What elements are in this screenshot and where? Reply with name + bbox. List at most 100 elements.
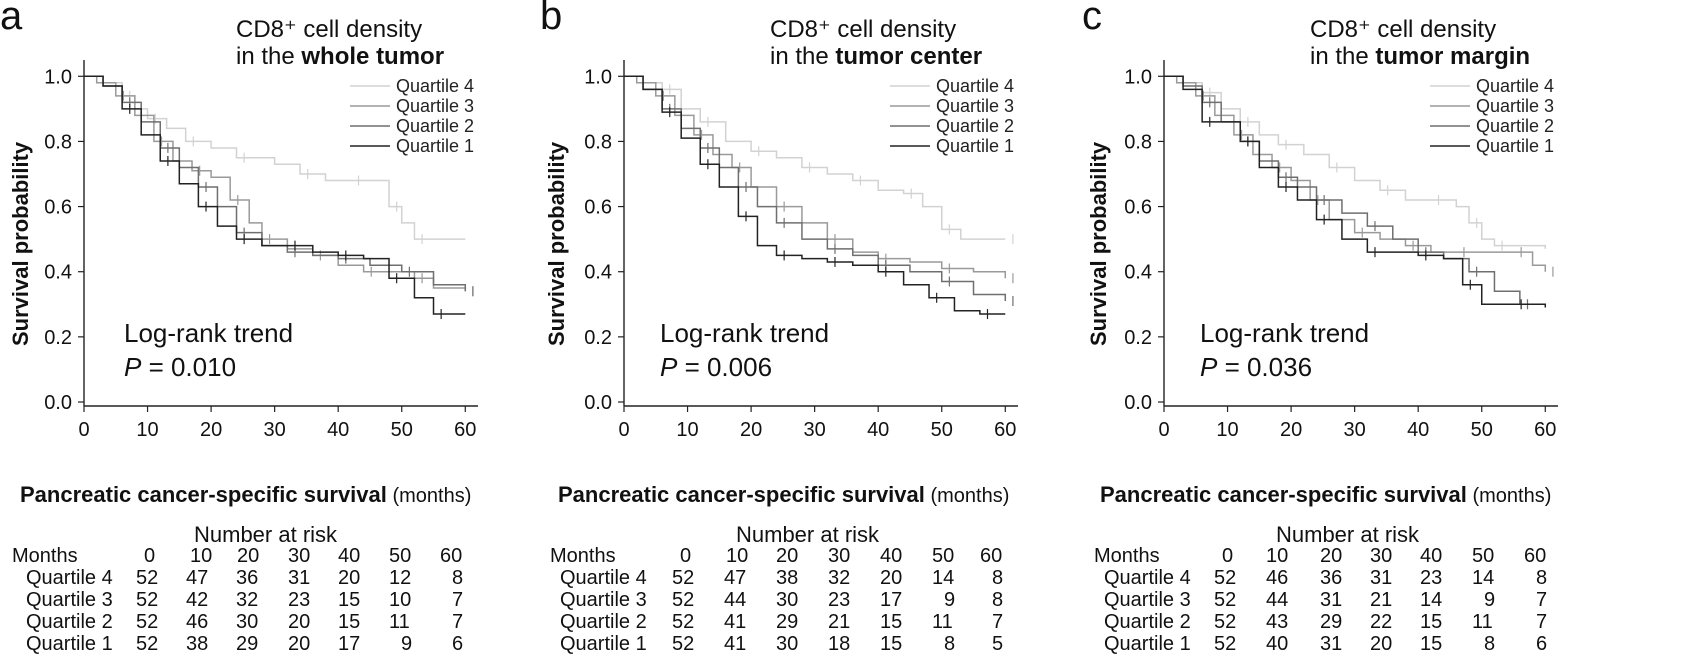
y-axis-label: Survival probability xyxy=(544,141,569,346)
x-tick-label: 30 xyxy=(264,419,286,441)
risk-row-quartile-1: Quartile 1 52 38 29 20 17 9 6 xyxy=(26,633,464,655)
risk-header-row: Months 0 10 20 30 40 50 60 xyxy=(12,545,463,567)
risk-row-quartile-3: Quartile 3 52 44 30 23 17 9 8 xyxy=(560,589,1004,611)
km-plot-b: 0.0 0.2 0.4 0.6 0.8 1.0 0 10 20 30 40 50 60 Quartile … xyxy=(584,60,1018,441)
risk-row-quartile-2: Quartile 2 52 46 30 20 15 11 7 xyxy=(26,611,464,633)
panel-c: 0.0 0.2 0.4 0.6 0.8 1.0 0 10 20 30 40 50 60 Quartile … xyxy=(1080,0,1645,662)
x-tick-label: 60 xyxy=(994,419,1016,441)
risk-row-quartile-4: Quartile 4 52 46 36 31 23 14 8 xyxy=(1104,567,1548,589)
risk-row-quartile-4: Quartile 4 52 47 38 32 20 14 8 xyxy=(560,567,1004,589)
risk-header-label: Months xyxy=(12,545,78,567)
km-curve-quartile-2 xyxy=(1164,75,1546,306)
title-line-2: in the tumor margin xyxy=(1310,43,1531,70)
panel-b: 0.0 0.2 0.4 0.6 0.8 1.0 0 10 20 30 40 50 60 Quartile … xyxy=(540,0,1105,662)
y-tick-label: 0.8 xyxy=(44,131,72,153)
x-axis-label: Pancreatic cancer-specific survival (mon… xyxy=(558,482,1010,507)
y-tick-label: 1.0 xyxy=(1124,66,1152,88)
chart-title: CD8⁺ cell density in the tumor margin xyxy=(1310,16,1530,70)
y-tick-label: 0.2 xyxy=(584,327,612,349)
legend-label-quartile-3: Quartile 3 xyxy=(396,96,474,116)
risk-row-quartile-1: Quartile 1 52 40 31 20 15 8 6 xyxy=(1104,633,1548,655)
legend-label-quartile-2: Quartile 2 xyxy=(936,116,1014,136)
y-tick-label: 0.2 xyxy=(1124,327,1152,349)
panel-a: 0.0 0.2 0.4 0.6 0.8 1.0 0 10 20 30 40 50 60 Quartile … xyxy=(0,0,565,662)
x-tick-label: 40 xyxy=(327,419,349,441)
x-tick-label: 10 xyxy=(676,419,698,441)
legend-label-quartile-1: Quartile 1 xyxy=(936,136,1014,156)
risk-table-title: Number at risk xyxy=(736,522,880,547)
p-value: P = 0.006 xyxy=(660,352,773,382)
risk-row-quartile-2: Quartile 2 52 41 29 21 15 11 7 xyxy=(560,611,1004,633)
km-plot-a: 0.0 0.2 0.4 0.6 0.8 1.0 0 10 20 30 40 50 60 Quartile … xyxy=(44,60,478,441)
stat-label: Log-rank trend xyxy=(1200,318,1370,348)
y-tick-label: 0.4 xyxy=(1124,262,1152,284)
x-axis-label: Pancreatic cancer-specific survival (mon… xyxy=(20,482,472,507)
x-tick-label: 50 xyxy=(1471,419,1493,441)
km-plot-c: 0.0 0.2 0.4 0.6 0.8 1.0 0 10 20 30 40 50 60 Quartile … xyxy=(1124,60,1558,441)
x-tick-label: 0 xyxy=(1158,419,1169,441)
p-value: P = 0.036 xyxy=(1200,352,1313,382)
risk-table-title: Number at risk xyxy=(1276,522,1420,547)
y-tick-label: 1.0 xyxy=(584,66,612,88)
x-tick-label: 0 xyxy=(618,419,629,441)
legend-label-quartile-4: Quartile 4 xyxy=(936,76,1014,96)
y-tick-label: 0.6 xyxy=(1124,197,1152,219)
km-curve-quartile-1 xyxy=(624,75,1006,315)
x-tick-label: 20 xyxy=(740,419,762,441)
stat-label: Log-rank trend xyxy=(124,318,294,348)
risk-row-quartile-1: Quartile 1 52 41 30 18 15 8 5 xyxy=(560,633,1004,655)
y-axis-label: Survival probability xyxy=(8,141,33,346)
legend-label-quartile-2: Quartile 2 xyxy=(1476,116,1554,136)
x-tick-label: 40 xyxy=(1407,419,1429,441)
risk-header-label: Months xyxy=(550,545,616,567)
risk-table-title: Number at risk xyxy=(194,522,338,547)
x-tick-label: 0 xyxy=(78,419,89,441)
panel-letter: c xyxy=(1082,0,1102,38)
y-tick-label: 0.8 xyxy=(1124,131,1152,153)
legend-label-quartile-4: Quartile 4 xyxy=(1476,76,1554,96)
km-curve-quartile-4 xyxy=(1164,75,1547,249)
legend-label-quartile-1: Quartile 1 xyxy=(1476,136,1554,156)
x-tick-label: 50 xyxy=(931,419,953,441)
y-tick-label: 0.0 xyxy=(584,392,612,414)
y-tick-label: 0.6 xyxy=(44,197,72,219)
y-tick-label: 0.8 xyxy=(584,131,612,153)
legend-label-quartile-3: Quartile 3 xyxy=(1476,96,1554,116)
chart-title: CD8⁺ cell density in the whole tumor xyxy=(236,16,444,70)
p-value: P = 0.010 xyxy=(124,352,237,382)
km-curve-quartile-1 xyxy=(1164,75,1547,308)
risk-header-label: Months xyxy=(1094,545,1160,567)
title-line-1: CD8⁺ cell density xyxy=(236,16,423,43)
stat-label: Log-rank trend xyxy=(660,318,830,348)
panel-letter: b xyxy=(540,0,563,38)
y-tick-label: 0.2 xyxy=(44,327,72,349)
risk-row-quartile-2: Quartile 2 52 43 29 22 15 11 7 xyxy=(1104,611,1548,633)
title-line-2: in the whole tumor xyxy=(236,43,445,70)
x-tick-label: 20 xyxy=(1280,419,1302,441)
y-tick-label: 0.4 xyxy=(44,262,72,284)
risk-header-row: Months 0 10 20 30 40 50 60 xyxy=(550,545,1003,567)
risk-row-quartile-4: Quartile 4 52 47 36 31 20 12 8 xyxy=(26,567,464,589)
legend-label-quartile-3: Quartile 3 xyxy=(936,96,1014,116)
risk-row-quartile-3: Quartile 3 52 42 32 23 15 10 7 xyxy=(26,589,464,611)
x-tick-label: 40 xyxy=(867,419,889,441)
legend-label-quartile-4: Quartile 4 xyxy=(396,76,474,96)
km-curve-quartile-4 xyxy=(624,75,1006,240)
y-tick-label: 0.4 xyxy=(584,262,612,284)
x-tick-label: 30 xyxy=(804,419,826,441)
title-line-1: CD8⁺ cell density xyxy=(1310,16,1497,43)
km-curve-quartile-1 xyxy=(84,75,466,315)
x-tick-label: 20 xyxy=(200,419,222,441)
y-tick-label: 0.0 xyxy=(1124,392,1152,414)
legend-label-quartile-1: Quartile 1 xyxy=(396,136,474,156)
y-tick-label: 0.0 xyxy=(44,392,72,414)
x-tick-label: 10 xyxy=(1216,419,1238,441)
x-tick-label: 30 xyxy=(1344,419,1366,441)
x-axis-label: Pancreatic cancer-specific survival (mon… xyxy=(1100,482,1552,507)
y-tick-label: 0.6 xyxy=(584,197,612,219)
risk-header-row: Months 0 10 20 30 40 50 60 xyxy=(1094,545,1547,567)
x-tick-label: 10 xyxy=(136,419,158,441)
km-curve-quartile-3 xyxy=(84,75,467,292)
x-tick-label: 60 xyxy=(1534,419,1556,441)
y-tick-label: 1.0 xyxy=(44,66,72,88)
